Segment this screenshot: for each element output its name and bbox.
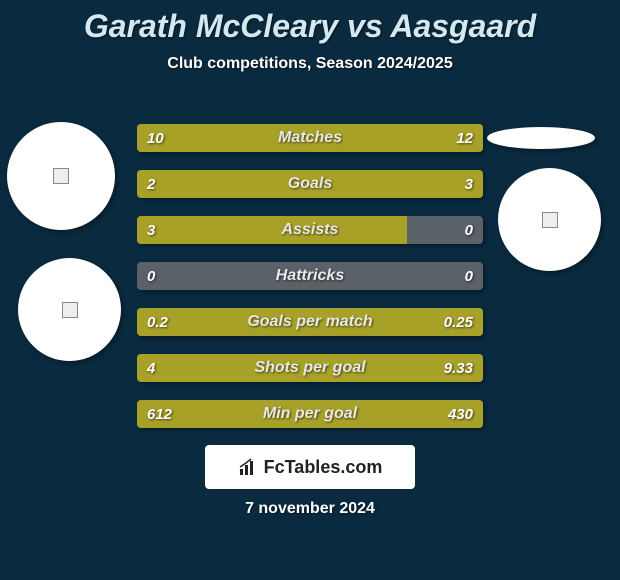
fctables-logo: FcTables.com: [205, 445, 415, 489]
stat-row: Goals2 3: [137, 170, 483, 198]
stat-label: Matches: [137, 124, 483, 152]
stat-label: Assists: [137, 216, 483, 244]
stat-row: Shots per goal4 9.33: [137, 354, 483, 382]
broken-image-icon: [542, 212, 558, 228]
stat-value-left: 10: [147, 124, 164, 152]
broken-image-icon: [53, 168, 69, 184]
date-text: 7 november 2024: [0, 500, 620, 518]
stat-label: Goals per match: [137, 308, 483, 336]
stats-area: Matches1012Goals23Assists30Hattricks00Go…: [137, 124, 483, 446]
page-title: Garath McCleary vs Aasgaard: [0, 0, 620, 45]
stat-row: Goals per match0.2 0.25: [137, 308, 483, 336]
stat-label: Min per goal: [137, 400, 483, 428]
subtitle: Club competitions, Season 2024/2025: [0, 55, 620, 73]
stat-row: Matches10 12: [137, 124, 483, 152]
logo-text: FcTables.com: [264, 457, 383, 478]
stat-value-left: 612: [147, 400, 172, 428]
player-photo-left-2: [18, 258, 121, 361]
stat-value-left: 3: [147, 216, 155, 244]
player-photo-right-ellipse: [487, 127, 595, 149]
broken-image-icon: [62, 302, 78, 318]
stat-row: Min per goal612 430: [137, 400, 483, 428]
stat-value-left: 4: [147, 354, 155, 382]
stat-row: Hattricks0 0: [137, 262, 483, 290]
stat-value-right: 430: [448, 400, 473, 428]
stat-label: Shots per goal: [137, 354, 483, 382]
stat-value-left: 0.2: [147, 308, 168, 336]
stat-value-right: 12: [456, 124, 473, 152]
stat-label: Goals: [137, 170, 483, 198]
stat-value-left: 0: [147, 262, 155, 290]
comparison-container: Garath McCleary vs Aasgaard Club competi…: [0, 0, 620, 580]
player-photo-left-1: [7, 122, 115, 230]
chart-icon: [238, 457, 258, 477]
stat-value-right: 3: [465, 170, 473, 198]
stat-value-right: 0: [465, 262, 473, 290]
stat-value-right: 0.25: [444, 308, 473, 336]
stat-value-right: 9.33: [444, 354, 473, 382]
stat-value-right: 0: [465, 216, 473, 244]
stat-label: Hattricks: [137, 262, 483, 290]
player-photo-right-1: [498, 168, 601, 271]
stat-value-left: 2: [147, 170, 155, 198]
stat-row: Assists3 0: [137, 216, 483, 244]
